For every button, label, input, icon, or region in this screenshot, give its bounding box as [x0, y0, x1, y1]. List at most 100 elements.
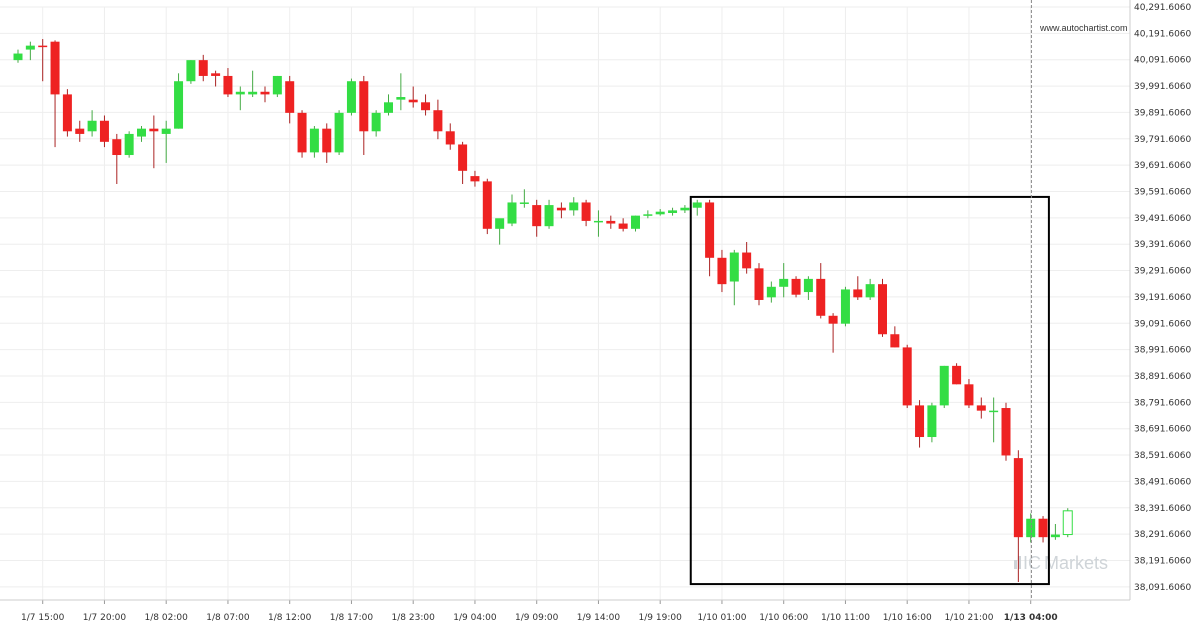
candle — [137, 126, 146, 142]
candle — [593, 210, 603, 237]
candle-body — [828, 315, 838, 324]
candle — [235, 86, 245, 111]
candle-body — [495, 218, 505, 229]
x-tick-label: 1/10 16:00 — [883, 613, 932, 623]
candle — [334, 110, 344, 156]
candle — [186, 60, 196, 84]
y-tick-label: 38,691.6060 — [1134, 425, 1192, 435]
x-tick-label: 1/8 07:00 — [206, 613, 250, 623]
candle — [791, 276, 801, 298]
candle — [754, 263, 764, 306]
candle — [1013, 450, 1023, 582]
y-tick-label: 39,491.6060 — [1134, 214, 1192, 224]
candle — [803, 276, 813, 300]
candle — [1050, 523, 1060, 540]
candle — [1001, 402, 1011, 461]
y-tick-label: 40,091.6060 — [1134, 56, 1192, 66]
candle-body — [38, 45, 48, 48]
candle — [396, 73, 406, 111]
candle-body — [532, 205, 542, 227]
y-tick-label: 38,491.6060 — [1134, 477, 1192, 487]
candle — [606, 215, 616, 229]
candle — [248, 70, 258, 98]
candle-body — [433, 110, 443, 132]
watermark-text: www.autochartist.com — [1039, 23, 1128, 33]
candle-body — [1001, 408, 1011, 456]
candle — [149, 115, 159, 169]
candle-body — [618, 223, 628, 229]
candle-body — [692, 202, 702, 208]
candle-body — [25, 45, 35, 50]
candle-body — [902, 347, 912, 406]
candle — [952, 363, 962, 385]
candle — [1026, 513, 1036, 543]
candle — [840, 286, 850, 327]
candle-body — [1013, 458, 1023, 538]
candle-body — [556, 207, 566, 211]
candle-body — [309, 128, 319, 153]
pattern-box — [689, 195, 1050, 586]
candle-body — [334, 112, 344, 153]
candle — [433, 99, 443, 140]
candle — [124, 131, 134, 158]
candle-body — [655, 211, 665, 215]
brand-ic: IC — [1023, 553, 1041, 573]
candle — [174, 73, 184, 129]
x-tick-label: 1/8 02:00 — [145, 613, 189, 623]
candle — [878, 278, 887, 337]
candle — [470, 170, 480, 187]
candle — [890, 326, 900, 348]
candle — [668, 207, 678, 216]
candle-body — [1062, 510, 1073, 536]
y-tick-label: 38,091.6060 — [1134, 583, 1192, 593]
candle — [482, 178, 492, 235]
candle-body — [519, 202, 529, 204]
candle — [519, 189, 529, 208]
y-tick-label: 38,291.6060 — [1134, 530, 1192, 540]
candle — [766, 281, 776, 303]
candle — [643, 210, 653, 219]
candle-body — [964, 384, 974, 406]
candle-body — [1038, 518, 1048, 538]
y-tick-label: 38,991.6060 — [1134, 346, 1192, 356]
candle-body — [569, 202, 579, 211]
candle — [680, 205, 690, 213]
candle-body — [421, 102, 431, 111]
candle-body — [149, 128, 159, 132]
x-tick-label: 1/10 01:00 — [697, 613, 746, 623]
candle-body — [989, 410, 999, 413]
candle — [631, 215, 640, 232]
candle — [939, 365, 949, 409]
watermark: www.autochartist.com — [1039, 23, 1128, 33]
x-tick-label: 1/8 23:00 — [392, 613, 436, 623]
candle — [359, 75, 369, 156]
candle — [556, 202, 566, 219]
candle-body — [322, 128, 332, 153]
candle — [25, 41, 35, 61]
x-tick-label: 1/9 19:00 — [639, 613, 683, 623]
candle — [75, 120, 85, 142]
y-tick-label: 39,091.6060 — [1134, 319, 1192, 329]
candle — [717, 249, 727, 293]
candle-body — [260, 91, 270, 95]
candle-body — [717, 257, 727, 285]
candle-body — [939, 365, 949, 406]
y-tick-label: 39,391.6060 — [1134, 240, 1192, 250]
x-tick-label: 1/9 14:00 — [577, 613, 621, 623]
y-tick-label: 39,991.6060 — [1134, 82, 1192, 92]
candle-body — [223, 75, 233, 95]
candle-body — [643, 214, 653, 216]
candle-body — [668, 210, 678, 213]
candle-body — [248, 91, 258, 95]
candle-body — [803, 278, 813, 293]
candle — [915, 400, 925, 448]
y-tick-label: 38,891.6060 — [1134, 372, 1192, 382]
candle — [38, 39, 48, 82]
candle-body — [915, 405, 925, 438]
candle — [495, 218, 505, 245]
x-tick-label: 1/7 15:00 — [21, 613, 65, 623]
candle-body — [13, 53, 23, 61]
candle — [742, 241, 752, 274]
candle-body — [297, 112, 307, 153]
candle — [99, 115, 109, 148]
